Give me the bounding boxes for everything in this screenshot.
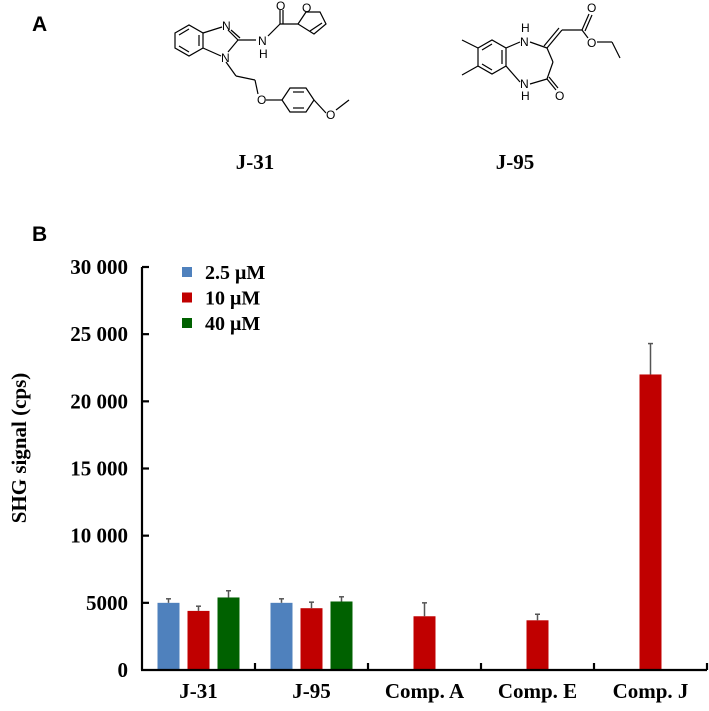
y-tick-label: 25 000 <box>70 322 128 346</box>
bar <box>413 616 436 670</box>
bar <box>270 602 293 670</box>
x-axis-labels: J-31 J-95 Comp. A Comp. E Comp. J <box>179 679 688 703</box>
x-tick-label: Comp. E <box>498 679 577 703</box>
bar <box>300 608 323 670</box>
svg-text:H: H <box>521 89 530 103</box>
legend-label: 10 μM <box>205 288 260 310</box>
svg-text:N: N <box>258 34 267 48</box>
x-tick-label: J-95 <box>292 679 331 703</box>
axes <box>140 267 709 672</box>
bar <box>187 610 210 670</box>
y-axis-label: SHG signal (cps) <box>7 373 31 524</box>
bar <box>639 374 662 670</box>
x-tick-label: J-31 <box>179 679 218 703</box>
svg-text:O: O <box>302 1 311 15</box>
compound-name-j95: J-95 <box>495 150 535 174</box>
y-tick-label: 30 000 <box>70 255 128 279</box>
bar <box>217 597 240 670</box>
panel-b-label: B <box>32 223 48 246</box>
bar <box>526 620 549 670</box>
svg-text:N: N <box>222 19 231 33</box>
svg-text:SHG signal (cps): SHG signal (cps) <box>7 373 31 524</box>
legend-label: 40 μM <box>205 313 260 335</box>
bars <box>157 342 662 670</box>
panel-a-label: A <box>32 13 48 36</box>
structure-j31-atoms: N N N H O O O O <box>221 0 335 122</box>
svg-text:N: N <box>221 51 230 65</box>
svg-text:H: H <box>521 21 530 35</box>
structure-j31 <box>174 10 350 114</box>
y-tick-label: 20 000 <box>70 389 128 413</box>
svg-text:N: N <box>520 77 529 91</box>
svg-text:O: O <box>276 0 285 13</box>
svg-text:O: O <box>555 89 564 103</box>
svg-text:O: O <box>326 108 335 122</box>
legend-swatch <box>182 267 192 277</box>
y-tick-label: 15 000 <box>70 457 128 481</box>
compound-name-j31: J-31 <box>235 150 275 174</box>
bar <box>330 601 353 670</box>
structure-j95 <box>461 13 621 91</box>
legend: 2.5 μM 10 μM 40 μM <box>182 262 265 335</box>
svg-text:O: O <box>257 93 266 107</box>
svg-text:O: O <box>587 1 596 15</box>
svg-text:N: N <box>520 35 529 49</box>
x-tick-label: Comp. A <box>385 679 465 703</box>
structure-j95-atoms: N H N H O O O <box>520 1 596 103</box>
y-tick-label: 10 000 <box>70 524 128 548</box>
y-tick-label: 5000 <box>86 591 128 615</box>
legend-swatch <box>182 318 192 328</box>
x-tick-label: Comp. J <box>613 679 689 703</box>
y-tick-label: 0 <box>118 658 129 682</box>
chemical-structures: N N N H O O O O <box>174 0 621 122</box>
bar <box>157 602 180 670</box>
svg-text:O: O <box>587 36 596 50</box>
legend-swatch <box>182 292 192 303</box>
legend-label: 2.5 μM <box>205 262 265 284</box>
y-axis-ticks: 0 5000 10 000 15 000 20 000 25 000 30 000 <box>70 255 149 682</box>
svg-text:H: H <box>259 47 268 61</box>
